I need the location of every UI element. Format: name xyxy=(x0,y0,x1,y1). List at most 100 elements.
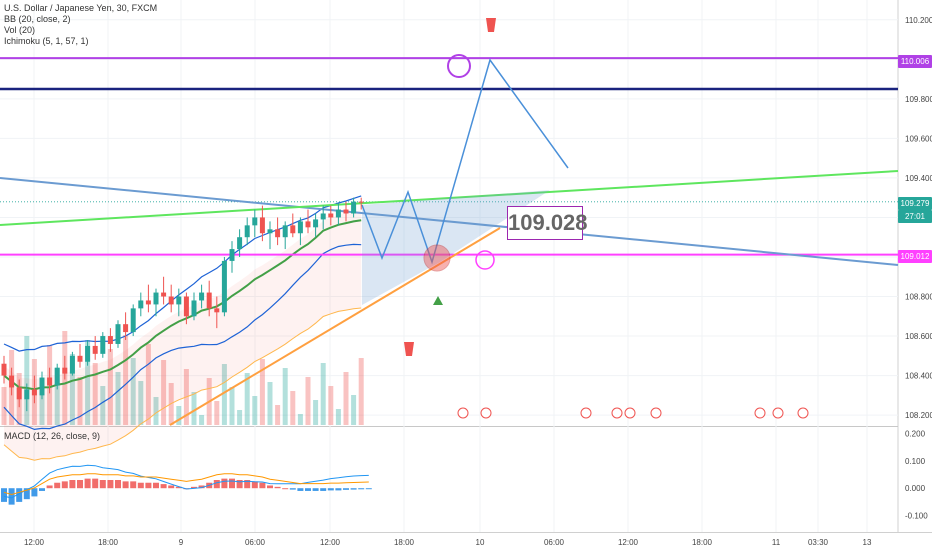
event-marker-icon xyxy=(624,407,636,419)
price-tick-2: 109.800 xyxy=(905,95,932,104)
candle-body xyxy=(237,237,243,250)
macd-bar xyxy=(274,486,281,489)
volume-bar xyxy=(1,387,7,425)
candle-body xyxy=(16,387,22,400)
macd-bar xyxy=(267,485,273,489)
event-marker-icon xyxy=(457,407,469,419)
target-circle xyxy=(423,244,451,272)
candle-body xyxy=(115,324,121,344)
candle-body xyxy=(259,217,265,234)
countdown-tag: 27:01 xyxy=(898,210,932,223)
macd-bar xyxy=(365,488,372,490)
candle-body xyxy=(191,300,197,317)
macd-tick-2: 0.000 xyxy=(905,484,926,493)
candle-body xyxy=(313,219,319,228)
candle-body xyxy=(343,209,349,214)
macd-title[interactable]: MACD (12, 26, close, 9) xyxy=(4,431,101,441)
event-marker-icon xyxy=(797,407,809,419)
macd-bar xyxy=(46,485,53,489)
volume-bar xyxy=(92,363,98,425)
candle-body xyxy=(130,308,136,333)
volume-bar xyxy=(267,382,273,425)
candle-body xyxy=(328,213,334,218)
candle-body xyxy=(229,249,235,261)
smiley-icon xyxy=(447,54,471,78)
macd-bar xyxy=(229,478,235,489)
volume-bar xyxy=(214,401,220,425)
volume-bar xyxy=(305,377,311,425)
volume-bar xyxy=(161,360,167,425)
pointer-hand-icon xyxy=(486,18,496,32)
volume-bar xyxy=(343,372,349,425)
macd-bar xyxy=(84,478,91,489)
macd-bar xyxy=(137,482,144,489)
macd-axis: 0.200 0.100 0.000 -0.100 xyxy=(905,429,928,520)
candle-body xyxy=(62,367,68,374)
time-tick-3: 06:00 xyxy=(245,538,266,547)
macd-bar xyxy=(23,488,30,500)
volume-bar xyxy=(123,335,129,425)
candle-body xyxy=(320,213,326,220)
price-tick-4: 109.400 xyxy=(905,174,932,183)
macd-bar xyxy=(115,480,121,489)
macd-bar xyxy=(77,480,83,489)
volume-bar xyxy=(176,406,182,425)
macd-bar xyxy=(1,488,7,502)
projection-path xyxy=(361,58,569,265)
up-arrow-icon xyxy=(433,296,443,305)
price-callout[interactable]: 109.028 xyxy=(507,206,588,240)
pointer-hand-icon-2 xyxy=(404,342,414,356)
macd-bar xyxy=(289,488,296,490)
macd-bar xyxy=(312,488,319,491)
time-tick-9: 18:00 xyxy=(692,538,713,547)
time-tick-11: 03:30 xyxy=(808,538,829,547)
volume-bar xyxy=(39,382,45,425)
ichimoku-cloud xyxy=(3,195,362,461)
price-tick-9: 108.400 xyxy=(905,372,932,381)
trendline-orange xyxy=(169,227,501,426)
volume-bar xyxy=(335,409,341,425)
macd-bar xyxy=(122,481,129,489)
price-tag-last: 109.279 xyxy=(898,197,932,210)
volume-bar xyxy=(237,410,243,425)
time-tick-12: 13 xyxy=(863,538,872,547)
candle-body xyxy=(176,296,182,305)
volume-bar xyxy=(138,381,144,425)
candle-body xyxy=(77,355,83,362)
macd-bar xyxy=(16,488,23,502)
symbol-title[interactable]: U.S. Dollar / Japanese Yen, 30, FXCM xyxy=(4,3,158,13)
event-markers[interactable] xyxy=(457,407,809,419)
price-tick-10: 108.200 xyxy=(905,411,932,420)
volume-bar xyxy=(282,368,288,425)
macd-bar xyxy=(198,485,205,489)
candle-body xyxy=(161,292,167,297)
indicator-bb[interactable]: BB (20, close, 2) xyxy=(4,14,71,24)
candle-body xyxy=(24,389,30,400)
macd-bar xyxy=(92,478,99,489)
volume-bar xyxy=(244,373,250,425)
indicator-vol[interactable]: Vol (20) xyxy=(4,25,36,35)
macd-bar xyxy=(244,480,251,489)
volume-bar xyxy=(229,387,235,425)
macd-bar xyxy=(61,481,68,489)
macd-bar xyxy=(335,488,342,491)
macd-bar xyxy=(282,488,289,490)
volume-bar xyxy=(297,414,303,425)
macd-pane xyxy=(1,464,372,505)
volume-bar xyxy=(85,340,91,425)
indicator-ichimoku[interactable]: Ichimoku (5, 1, 57, 1) xyxy=(4,36,89,46)
price-tag-110006: 110.006 xyxy=(898,55,932,68)
time-tick-5: 18:00 xyxy=(394,538,415,547)
drawings[interactable] xyxy=(0,18,899,426)
macd-bar xyxy=(168,485,175,489)
ichimoku-span xyxy=(3,307,362,461)
time-axis: 12:00 18:00 9 06:00 12:00 18:00 10 06:00 12:00 18… xyxy=(24,538,872,547)
macd-bar xyxy=(145,482,152,489)
candle-body xyxy=(305,221,311,228)
macd-bar xyxy=(54,482,61,489)
event-marker-icon xyxy=(611,407,623,419)
bb-lower xyxy=(3,243,362,431)
macd-bar xyxy=(236,480,243,489)
